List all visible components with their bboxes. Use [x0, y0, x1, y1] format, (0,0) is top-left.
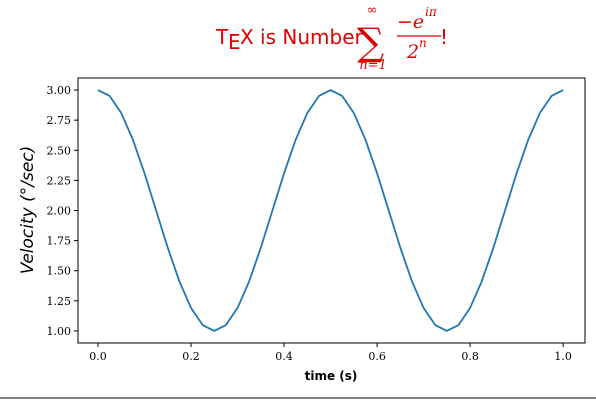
x-tick-label: 0.2 [182, 350, 200, 363]
title-t: T [215, 25, 229, 49]
y-tick-label: 2.50 [47, 144, 72, 157]
x-tick-label: 0.4 [275, 350, 293, 363]
x-tick-label: 0.0 [89, 350, 107, 363]
y-tick-label: 3.00 [47, 84, 72, 97]
x-tick-label: 1.0 [554, 350, 572, 363]
title-e: E [228, 30, 241, 54]
line [97, 89, 564, 332]
title-numerator-exp: iπ [425, 5, 438, 19]
title: T E X is Number ∑ ∞ n=1 −e iπ 2 n ! [215, 3, 448, 73]
title-denominator: 2 [406, 41, 419, 63]
title-end: ! [440, 25, 448, 49]
y-axis-label: Velocity (°/sec) [18, 146, 38, 275]
y-tick-label: 2.00 [47, 205, 72, 218]
title-upper: ∞ [367, 3, 378, 18]
y-tick-label: 1.75 [47, 235, 72, 248]
y-tick-label: 2.25 [47, 174, 72, 187]
x-tick-label: 0.6 [368, 350, 386, 363]
y-tick-label: 2.75 [47, 114, 72, 127]
plot-frame [77, 77, 586, 344]
title-denominator-exp: n [419, 36, 427, 50]
y-tick-label: 1.25 [47, 295, 72, 308]
title-numerator: −e [397, 11, 424, 33]
x-axis-label: time (s) [305, 369, 358, 383]
y-tick-label: 1.50 [47, 265, 72, 278]
title-sum: ∑ [357, 20, 384, 64]
title-rest: X is Number [240, 25, 364, 49]
title-lower: n=1 [359, 58, 387, 73]
x-tick-label: 0.8 [461, 350, 479, 363]
y-tick-label: 1.00 [47, 325, 72, 338]
